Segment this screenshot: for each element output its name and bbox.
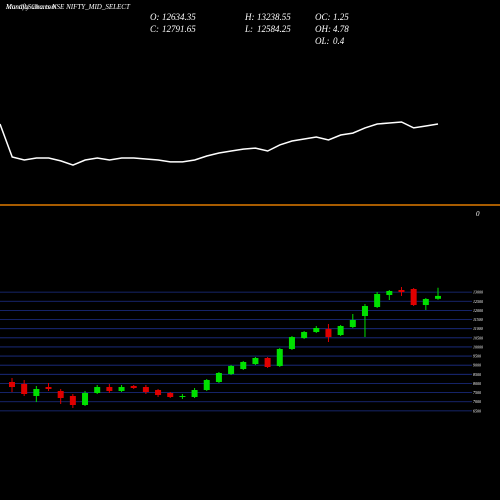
candle-body [57,390,64,399]
candle-body [422,299,429,306]
site-name: MunafaSutra.com [5,3,56,11]
y-tick-label: 10000 [473,344,483,349]
candle-body [240,362,247,369]
candle-body [435,295,441,299]
y-tick-label: 9500 [473,354,481,359]
y-tick-label: 8500 [473,372,481,377]
candle-body [264,358,271,368]
candle-body [33,389,40,396]
candle-body [130,386,137,388]
candle-body [179,395,186,398]
candle-body [69,395,76,406]
candle-body [9,382,15,388]
stat-value: 13238.55 [257,12,291,22]
y-tick-label: 6500 [473,408,481,413]
indicator-line [0,121,439,166]
y-tick-label: 11000 [473,326,483,331]
candle-body [410,289,417,306]
candle-body [21,383,28,395]
stat-value: 12584.25 [257,24,291,34]
candle-body [45,387,52,390]
candle-body [374,294,381,308]
stat-value: 0.4 [333,36,345,46]
stat-value: 12634.35 [162,12,196,22]
candle-body [276,348,283,367]
y-tick-label: 12500 [473,299,483,304]
candle-body [106,387,113,391]
stat-value: 12791.65 [162,24,196,34]
candle-body [288,337,295,349]
y-tick-label: 13000 [473,290,483,295]
candle-body [325,329,332,338]
candle-body [228,366,235,375]
chart-title: Monthly Charts NSE NIFTY_MID_SELECT [5,3,131,11]
y-tick-label: 10500 [473,335,483,340]
candle-body [349,320,356,328]
y-tick-label: 9000 [473,363,481,368]
candle-body [398,289,405,293]
stat-label: O: [150,12,160,22]
stat-label: L: [244,24,253,34]
stat-label: OH: [315,24,331,34]
stat-value: 4.78 [333,24,349,34]
candle-body [155,390,162,395]
candle-body [167,393,174,398]
candle-body [386,291,393,296]
stat-label: OL: [315,36,330,46]
candle-body [313,328,320,333]
y-tick-label: 11500 [473,317,483,322]
y-tick-label: 8000 [473,381,481,386]
candle-body [203,380,210,391]
candle-body [215,372,222,383]
y-tick-label: 12000 [473,308,483,313]
candle-body [337,325,344,336]
stat-value: 1.25 [333,12,349,22]
reference-label: 0 [476,210,480,218]
candle-body [142,387,149,392]
stat-label: OC: [315,12,331,22]
candle-body [94,387,101,394]
candle-body [191,390,198,398]
stat-label: C: [150,24,159,34]
candle-body [82,393,89,406]
candle-body [252,358,259,364]
y-tick-label: 7000 [473,399,481,404]
candle-body [301,332,308,339]
candle-body [361,305,368,317]
stat-label: H: [244,12,255,22]
y-tick-label: 7500 [473,390,481,395]
candle-body [118,387,125,391]
